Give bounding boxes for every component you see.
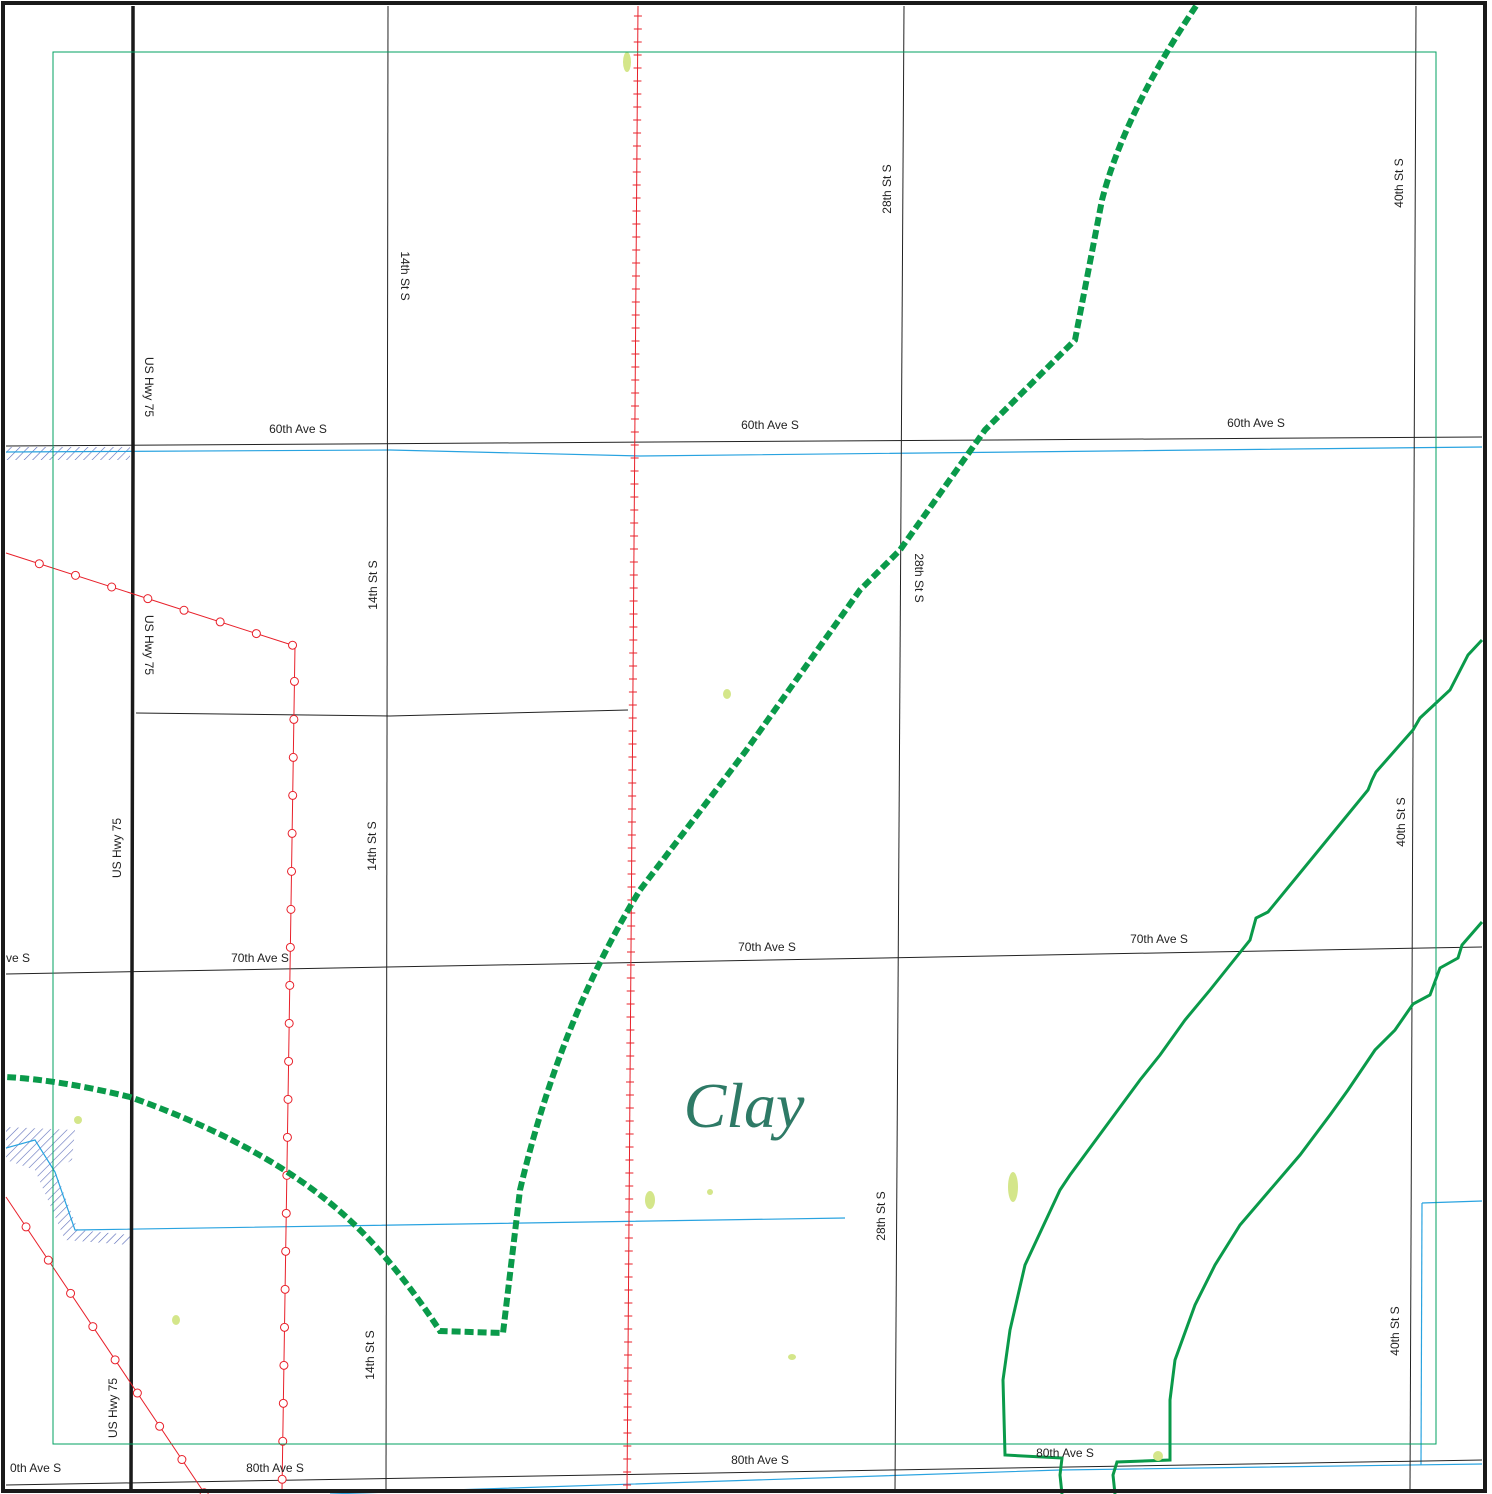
transmission-pole-marker xyxy=(43,1255,53,1265)
transmission-pole-marker xyxy=(283,1094,293,1104)
boundary-solid-east xyxy=(1111,921,1484,1494)
transmission-pole-marker xyxy=(132,1388,142,1398)
transmission-pole-marker xyxy=(289,714,299,724)
transmission-pole-marker xyxy=(21,1222,31,1232)
street-labels: 60th Ave S 60th Ave S 60th Ave S ve S 70… xyxy=(6,158,1408,1475)
street-label-80th-ave-east: 80th Ave S xyxy=(1036,1446,1094,1460)
transmission-pole-marker xyxy=(177,1455,187,1465)
place-name-label: Clay xyxy=(684,1070,805,1141)
street-label-14th-st-lower: 14th St S xyxy=(365,821,379,870)
road-70th-ave xyxy=(5,946,1483,975)
road-40th-st xyxy=(1409,5,1417,1491)
street-label-60th-ave-west: 60th Ave S xyxy=(269,422,327,436)
transmission-pole-marker xyxy=(287,828,297,838)
transmission-pole-marker xyxy=(88,1322,98,1332)
street-label-14th-st-south: 14th St S xyxy=(363,1330,377,1379)
street-label-60th-ave-east: 60th Ave S xyxy=(1227,416,1285,430)
water-lines xyxy=(5,446,1483,1494)
street-label-40th-st-north: 40th St S xyxy=(1392,158,1406,207)
transmission-pole-marker xyxy=(281,1246,291,1256)
transmission-pole-marker xyxy=(287,866,297,876)
street-label-28th-st-north: 28th St S xyxy=(880,164,894,213)
transmission-pole-marker xyxy=(107,582,117,592)
railroad xyxy=(623,5,642,1491)
street-label-70th-ave-partial: ve S xyxy=(6,951,30,965)
road-60th-ave xyxy=(5,436,1483,447)
street-label-70th-ave-west: 70th Ave S xyxy=(231,951,289,965)
street-label-28th-st-south: 28th St S xyxy=(874,1191,888,1240)
roads xyxy=(5,5,1483,1491)
transmission-pole-marker xyxy=(143,594,153,604)
street-label-hwy-75-mid: US Hwy 75 xyxy=(142,615,156,675)
transmission-pole-marker xyxy=(215,617,225,627)
transmission-pole-marker xyxy=(284,1018,294,1028)
wetland-area-north xyxy=(6,447,130,460)
street-label-80th-ave-west: 80th Ave S xyxy=(246,1461,304,1475)
street-label-14th-st-north: 14th St S xyxy=(398,251,412,300)
transmission-pole-marker xyxy=(284,1056,294,1066)
street-label-80th-ave-partial: 0th Ave S xyxy=(10,1461,61,1475)
transmission-pole-marker xyxy=(70,570,80,580)
transmission-pole-marker xyxy=(278,1436,288,1446)
street-label-80th-ave-center: 80th Ave S xyxy=(731,1453,789,1467)
street-label-hwy-75-lower: US Hwy 75 xyxy=(110,818,124,878)
transmission-pole-marker xyxy=(34,559,44,569)
boundary-dashed xyxy=(5,4,1199,1337)
street-label-28th-st-mid: 28th St S xyxy=(912,553,926,602)
transmission-pole-marker xyxy=(278,1398,288,1408)
transmission-pole-marker xyxy=(251,629,261,639)
street-label-70th-ave-center: 70th Ave S xyxy=(738,940,796,954)
transmission-pole-marker xyxy=(285,942,295,952)
ponds xyxy=(74,52,1163,1461)
road-28th-st xyxy=(894,5,905,1491)
transmission-pole-marker xyxy=(277,1474,287,1484)
transmission-pole-marker xyxy=(282,1132,292,1142)
transmission-lines xyxy=(5,552,299,1494)
transmission-pole-marker xyxy=(179,605,189,615)
transmission-pole-marker xyxy=(280,1284,290,1294)
boundary-solid xyxy=(1001,638,1484,1494)
transmission-pole-marker xyxy=(279,1360,289,1370)
boundary-solid-west xyxy=(1001,638,1484,1494)
boundary-dashed-northeast xyxy=(5,4,1199,1337)
transmission-pole-marker xyxy=(110,1355,120,1365)
transmission-pole-marker xyxy=(66,1288,76,1298)
street-label-14th-st-mid: 14th St S xyxy=(366,560,380,609)
transmission-pole-marker xyxy=(286,904,296,914)
road-local-east-west xyxy=(135,709,629,717)
street-label-hwy-75-north: US Hwy 75 xyxy=(142,357,156,417)
street-label-40th-st-mid: 40th St S xyxy=(1394,797,1408,846)
transmission-pole-marker xyxy=(280,1322,290,1332)
inner-border xyxy=(52,51,1437,1445)
transmission-pole-marker xyxy=(288,752,298,762)
road-14th-st xyxy=(385,5,389,1491)
wetland-area-south xyxy=(6,1127,130,1245)
street-label-hwy-75-south: US Hwy 75 xyxy=(106,1378,120,1438)
street-label-60th-ave-center: 60th Ave S xyxy=(741,418,799,432)
transmission-pole-marker xyxy=(155,1421,165,1431)
road-80th-ave xyxy=(5,1459,1483,1486)
transmission-pole-marker xyxy=(288,790,298,800)
street-label-40th-st-south: 40th St S xyxy=(1388,1306,1402,1355)
street-label-70th-ave-east: 70th Ave S xyxy=(1130,932,1188,946)
road-us-hwy-75 xyxy=(129,6,135,1491)
transmission-pole-marker xyxy=(289,676,299,686)
transmission-pole-marker xyxy=(288,640,298,650)
transmission-pole-marker xyxy=(285,980,295,990)
transmission-pole-marker xyxy=(281,1208,291,1218)
